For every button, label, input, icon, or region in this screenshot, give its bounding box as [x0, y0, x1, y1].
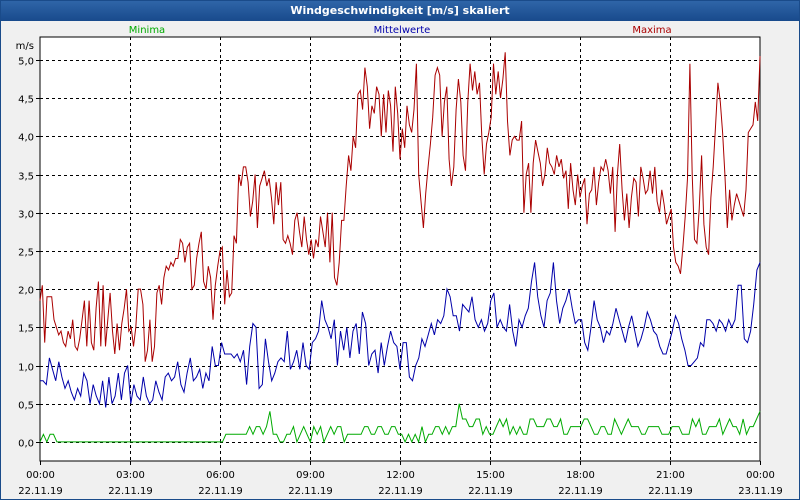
x-tick-date: 23.11.19	[738, 486, 783, 497]
x-tick-date: 22.11.19	[468, 486, 513, 497]
y-axis: 0,0 0,5 1,0 1,5 2,0 2,5 3,0 3,5 4,0 4,5 5,0 m/s	[16, 41, 40, 450]
y-tick-label: 2,0	[18, 286, 34, 297]
x-tick-date: 22.11.19	[108, 486, 153, 497]
x-tick-date: 22.11.19	[558, 486, 603, 497]
y-axis-unit: m/s	[16, 41, 34, 52]
x-tick-date: 22.11.19	[378, 486, 423, 497]
legend: Minima Mittelwerte Maxima	[129, 25, 672, 36]
x-tick-date: 22.11.19	[288, 486, 333, 497]
x-tick-time: 18:00	[566, 470, 595, 481]
legend-mittelwerte: Mittelwerte	[374, 25, 431, 36]
y-tick-label: 5,0	[18, 57, 34, 68]
y-tick-label: 0,5	[18, 401, 34, 412]
x-tick-time: 21:00	[656, 470, 685, 481]
series-line-minima	[39, 403, 761, 444]
x-tick-time: 12:00	[386, 470, 415, 481]
y-tick-label: 1,5	[18, 324, 34, 335]
grid-lines	[40, 37, 760, 461]
x-tick-time: 00:00	[746, 470, 775, 481]
y-tick-label: 4,0	[18, 133, 34, 144]
y-tick-label: 3,5	[18, 172, 34, 183]
x-tick-time: 06:00	[206, 470, 235, 481]
y-tick-label: 4,5	[18, 95, 34, 106]
y-tick-label: 2,5	[18, 248, 34, 259]
chart-title: Windgeschwindigkeit [m/s] skaliert	[1, 1, 799, 21]
x-axis: 00:00 22.11.19 03:00 22.11.19 06:00 22.11.19 0…	[18, 461, 783, 497]
series-line-maxima	[39, 52, 761, 362]
x-tick-time: 00:00	[26, 470, 55, 481]
series-line-mittelwerte	[40, 262, 761, 408]
y-tick-label: 1,0	[18, 363, 34, 374]
y-tick-label: 0,0	[18, 439, 34, 450]
x-tick-time: 09:00	[296, 470, 325, 481]
x-tick-time: 15:00	[476, 470, 505, 481]
series-lines	[39, 52, 761, 444]
x-tick-date: 22.11.19	[198, 486, 243, 497]
y-tick-label: 3,0	[18, 210, 34, 221]
x-tick-time: 03:00	[116, 470, 145, 481]
legend-minima: Minima	[129, 25, 165, 36]
x-tick-date: 22.11.19	[648, 486, 693, 497]
x-tick-date: 22.11.19	[18, 486, 63, 497]
legend-maxima: Maxima	[632, 25, 671, 36]
